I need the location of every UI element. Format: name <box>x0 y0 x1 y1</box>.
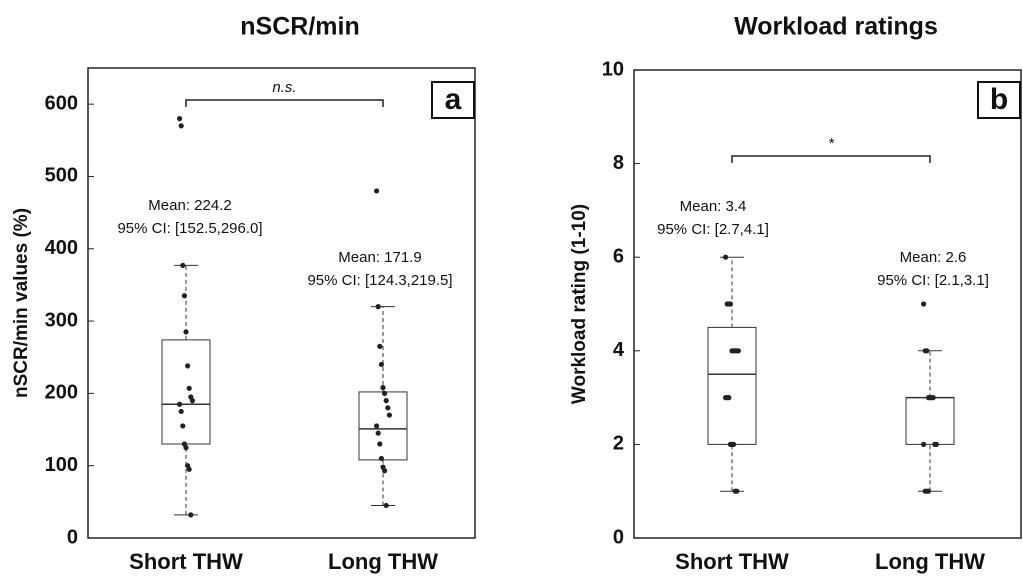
x-tick-label: Long THW <box>328 549 438 574</box>
data-point <box>930 395 936 401</box>
data-point <box>723 254 729 260</box>
data-point <box>181 293 187 299</box>
ci-label: 95% CI: [124.3,219.5] <box>307 272 452 289</box>
data-point <box>178 408 184 415</box>
data-point <box>180 262 186 268</box>
data-point <box>377 343 383 349</box>
data-point <box>183 329 189 335</box>
data-point <box>385 405 391 411</box>
y-tick-label: 600 <box>45 92 78 114</box>
mean-label: Mean: 2.6 <box>900 249 967 266</box>
panel-label: b <box>990 83 1008 116</box>
y-tick-label: 10 <box>602 58 624 80</box>
chart-title: nSCR/min <box>240 13 359 41</box>
y-tick-label: 6 <box>613 245 624 267</box>
ci-label: 95% CI: [2.1,3.1] <box>877 272 989 289</box>
data-point <box>378 361 384 368</box>
data-point <box>374 423 380 429</box>
y-tick-label: 300 <box>45 309 78 331</box>
chart-title: Workload ratings <box>734 13 938 41</box>
y-tick-label: 2 <box>613 433 624 455</box>
panel-label: a <box>445 83 462 116</box>
ci-label: 95% CI: [2.7,4.1] <box>657 221 769 238</box>
data-point <box>188 512 194 518</box>
significance-bracket <box>185 99 384 107</box>
data-point <box>731 441 737 447</box>
y-tick-label: 0 <box>613 526 624 548</box>
data-point <box>183 445 189 451</box>
data-point <box>177 116 183 122</box>
data-point <box>177 401 183 407</box>
plot-area <box>87 67 476 539</box>
data-point <box>377 441 383 447</box>
data-point <box>734 488 740 494</box>
data-point <box>375 304 381 310</box>
x-tick-label: Short THW <box>129 549 243 574</box>
data-point <box>735 348 742 354</box>
data-point <box>383 398 389 404</box>
y-tick-label: 4 <box>613 339 625 361</box>
box <box>707 326 757 445</box>
data-point <box>386 412 392 418</box>
data-point <box>726 395 732 401</box>
y-axis-label: Workload rating (1-10) <box>569 204 590 404</box>
box <box>905 397 955 445</box>
y-axis-label: nSCR/min values (%) <box>11 208 32 398</box>
panel-label-box <box>977 81 1021 119</box>
ci-label: 95% CI: [152.5,296.0] <box>117 220 262 237</box>
y-tick-label: 100 <box>45 454 78 476</box>
data-point <box>180 423 186 429</box>
data-point <box>921 441 927 447</box>
data-point <box>178 123 184 129</box>
data-point <box>189 398 195 404</box>
data-point <box>382 390 388 396</box>
data-point <box>186 385 192 391</box>
data-point <box>375 430 381 436</box>
data-point <box>925 488 932 494</box>
data-point <box>374 188 380 194</box>
mean-label: Mean: 224.2 <box>148 197 231 214</box>
panel-label-box <box>431 81 475 119</box>
significance-label: * <box>828 135 835 152</box>
data-point <box>933 441 940 447</box>
data-point <box>924 348 930 354</box>
y-tick-label: 200 <box>45 382 78 404</box>
mean-label: Mean: 171.9 <box>338 249 421 266</box>
x-tick-label: Short THW <box>675 549 789 574</box>
mean-label: Mean: 3.4 <box>680 198 747 215</box>
data-point <box>186 466 192 472</box>
box <box>161 339 211 445</box>
data-point <box>921 301 927 307</box>
data-point <box>380 385 386 391</box>
plot-area <box>633 69 1022 539</box>
y-tick-label: 0 <box>67 526 78 548</box>
significance-bracket <box>731 155 931 163</box>
y-tick-label: 8 <box>613 152 624 174</box>
data-point <box>185 363 191 369</box>
box <box>358 391 408 461</box>
x-tick-label: Long THW <box>875 549 985 574</box>
y-tick-label: 500 <box>45 165 78 187</box>
data-point <box>378 455 384 462</box>
data-point <box>727 301 734 307</box>
data-point <box>383 502 389 509</box>
significance-label: n.s. <box>272 79 296 96</box>
data-point <box>382 468 388 474</box>
y-tick-label: 400 <box>45 237 78 259</box>
